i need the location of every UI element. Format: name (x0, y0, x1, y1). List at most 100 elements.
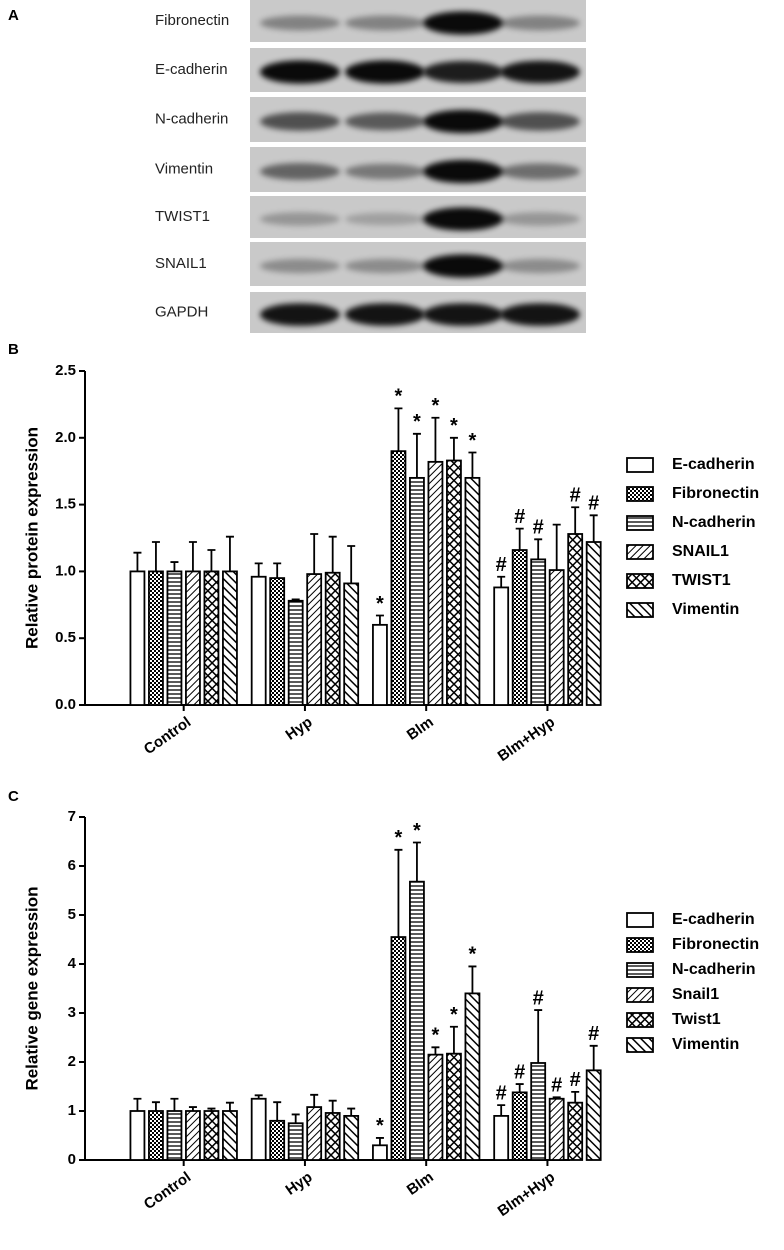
x-tick-label: Blm+Hyp (495, 1169, 558, 1220)
significance-marker: * (469, 430, 477, 452)
error-bar (515, 1083, 524, 1093)
bar (287, 599, 304, 706)
error-bar (225, 535, 234, 572)
blot-band (345, 15, 425, 31)
significance-marker: # (570, 485, 581, 507)
bar (511, 549, 528, 706)
significance-marker: # (588, 1023, 599, 1045)
error-bar (347, 545, 356, 584)
x-tick-label: Control (141, 1169, 194, 1214)
y-tick-label: 5 (68, 906, 76, 923)
significance-marker: # (533, 517, 544, 539)
bar (446, 1052, 462, 1161)
bar (446, 459, 462, 706)
legend-label: Fibronectin (672, 936, 759, 953)
error-bar (468, 965, 477, 994)
legend-label: TWIST1 (672, 572, 731, 589)
blot-band (500, 212, 580, 226)
y-tick-label: 3 (68, 1004, 76, 1021)
error-bar (468, 451, 477, 478)
blot-label: Vimentin (155, 160, 213, 177)
significance-marker: * (413, 411, 421, 433)
significance-marker: * (432, 395, 440, 417)
error-bar (188, 541, 197, 572)
blot-band (260, 163, 340, 180)
error-bar (347, 1107, 356, 1116)
error-bar (170, 1097, 179, 1111)
error-bar (170, 561, 179, 572)
bar (548, 1097, 565, 1161)
error-bar (207, 1107, 216, 1111)
bar (530, 1062, 547, 1161)
legend-swatch (626, 573, 654, 589)
blot-label: SNAIL1 (155, 255, 207, 272)
bar (269, 1119, 286, 1161)
bar (493, 586, 510, 706)
blot-band (260, 212, 340, 226)
blot-band (423, 11, 503, 35)
error-bar (412, 841, 421, 882)
y-tick-label: 2.0 (55, 429, 76, 446)
bar (585, 541, 602, 706)
panel-label: A (8, 7, 19, 24)
error-bar (375, 1137, 384, 1146)
blot-band (500, 163, 580, 180)
legend-label: Snail1 (672, 986, 719, 1003)
error-bar (394, 848, 403, 938)
bar (166, 1110, 183, 1161)
significance-marker: * (395, 386, 403, 408)
y-tick-label: 7 (68, 808, 76, 825)
legend-swatch (626, 1012, 654, 1028)
bar (306, 573, 323, 706)
significance-marker: # (496, 1082, 507, 1104)
significance-marker: # (570, 1069, 581, 1091)
significance-marker: * (469, 944, 477, 966)
panel-label: B (8, 341, 19, 358)
blot-band (260, 15, 340, 31)
blot-band (260, 60, 340, 84)
bar (269, 577, 286, 706)
error-bar (589, 1044, 598, 1071)
error-bar (207, 549, 216, 572)
blot-label: Fibronectin (155, 12, 229, 29)
bar (409, 476, 425, 706)
blot-band (260, 303, 340, 326)
legend-label: E-cadherin (672, 456, 755, 473)
bar (324, 571, 341, 706)
blot-band (345, 112, 425, 131)
significance-marker: # (588, 493, 599, 515)
bar (464, 992, 481, 1161)
x-tick-label: Blm (404, 1169, 437, 1199)
error-bar (394, 407, 403, 452)
legend-swatch (626, 457, 654, 473)
error-bar (254, 1094, 263, 1099)
blot-band (500, 303, 580, 326)
blot-band (345, 212, 425, 226)
bar (427, 1053, 444, 1161)
blot-band (500, 258, 580, 274)
error-bar (431, 416, 440, 462)
blot-label: E-cadherin (155, 61, 228, 78)
error-bar (328, 535, 337, 573)
bar (306, 1106, 323, 1161)
legend-swatch (626, 912, 654, 928)
error-bar (515, 527, 524, 551)
error-bar (291, 598, 300, 601)
error-bar (375, 614, 384, 625)
error-bar (328, 1099, 337, 1113)
bar (427, 460, 444, 706)
blot-band (423, 109, 503, 134)
x-tick-label: Blm+Hyp (495, 714, 558, 765)
significance-marker: # (514, 506, 525, 528)
y-axis-title: Relative protein expression (22, 427, 41, 649)
error-bar (273, 562, 282, 579)
bar (129, 1110, 146, 1161)
bar (464, 476, 481, 706)
error-bar (412, 432, 421, 478)
error-bar (310, 533, 319, 575)
x-tick-label: Hyp (283, 714, 316, 744)
bar (567, 533, 584, 706)
significance-marker: * (450, 1004, 458, 1026)
error-bar (497, 575, 506, 588)
significance-marker: # (514, 1061, 525, 1083)
